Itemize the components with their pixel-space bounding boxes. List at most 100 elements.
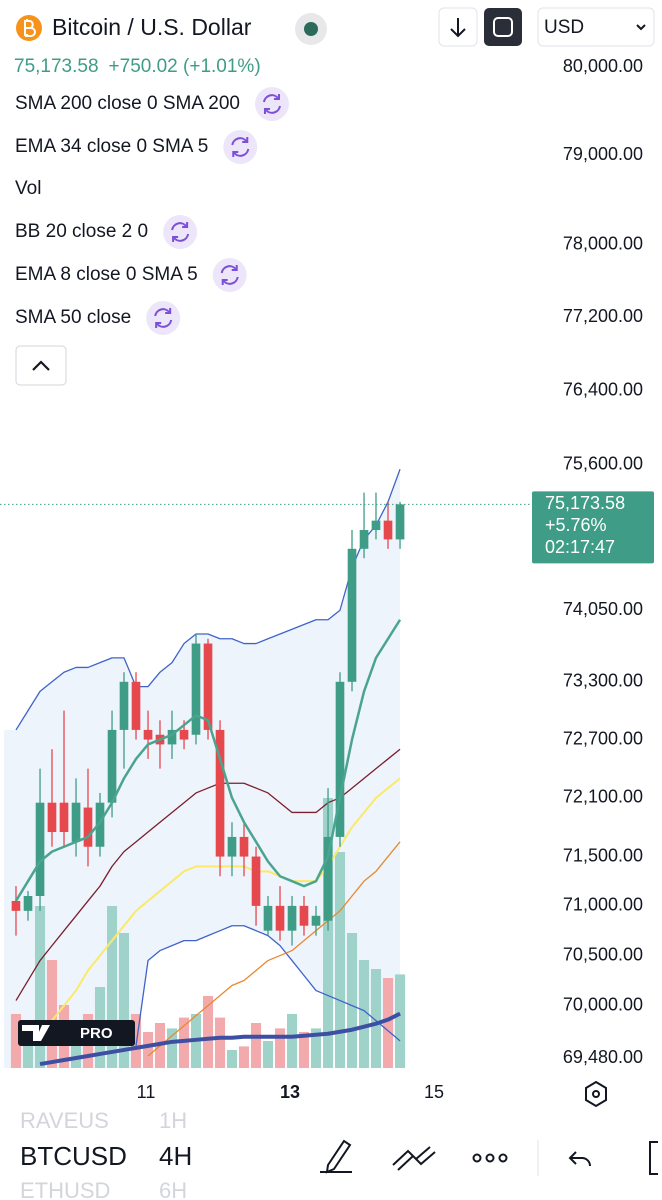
last-price: 75,173.58 — [14, 56, 99, 77]
candle-body — [167, 729, 177, 745]
collapse-icon — [32, 360, 50, 371]
refresh-bg — [163, 215, 198, 249]
y-tick-label: 71,000.00 — [563, 895, 643, 915]
refresh-button[interactable] — [212, 258, 247, 292]
symbol-title: Bitcoin / U.S. Dollar — [52, 14, 252, 40]
volume-bar — [202, 996, 214, 1068]
interval: 6H — [159, 1178, 187, 1200]
y-tick-label: 72,100.00 — [563, 787, 643, 807]
indicator-label: EMA 8 close 0 SMA 5 — [15, 264, 198, 285]
x-tick-label: 11 — [137, 1082, 156, 1102]
axes: 80,000.00 79,000.00 78,000.00 77,200.00 76,4… — [0, 56, 654, 1102]
volume-bar — [250, 1023, 262, 1068]
candle-body — [131, 681, 141, 730]
settings-icon[interactable] — [585, 1080, 607, 1108]
undo-icon[interactable] — [568, 1151, 591, 1167]
bitcoin-icon — [16, 15, 42, 41]
candle-body — [35, 802, 45, 896]
tv-logo: PRO — [18, 1020, 135, 1046]
currency-select[interactable] — [537, 7, 655, 47]
refresh-icon — [154, 308, 173, 328]
indicator-label: SMA 50 close — [15, 307, 131, 328]
y-tick-label: 74,050.00 — [563, 599, 643, 619]
refresh-bg — [146, 301, 181, 335]
candle-body — [395, 504, 405, 540]
candle-body — [311, 915, 321, 926]
volume-bar — [370, 969, 382, 1068]
indicator-label: BB 20 close 2 0 — [15, 221, 148, 242]
symbol: ETHUSD — [20, 1178, 110, 1200]
candle-body — [227, 836, 237, 857]
symbol: BTCUSD — [20, 1141, 127, 1171]
candle-body — [47, 802, 57, 833]
volume-bar — [118, 933, 130, 1068]
refresh-bg — [212, 258, 247, 292]
y-tick-label: 80,000.00 — [563, 56, 643, 76]
y-tick-label: 69,480.00 — [563, 1047, 643, 1067]
price-label-countdown: 02:17:47 — [545, 537, 615, 557]
refresh-button[interactable] — [163, 215, 198, 249]
collapse-button[interactable] — [15, 345, 67, 386]
interval: 1H — [159, 1108, 187, 1133]
volume-bar — [274, 1028, 286, 1068]
volume-bar — [214, 1017, 226, 1068]
y-tick-label: 77,200.00 — [563, 306, 643, 326]
candle-body — [179, 729, 189, 740]
refresh-button[interactable] — [146, 301, 181, 335]
volume-bar — [46, 960, 58, 1068]
volume-bar — [298, 1032, 310, 1068]
refresh-button[interactable] — [254, 87, 289, 121]
y-tick-label: 72,700.00 — [563, 728, 643, 748]
volume-bar — [238, 1046, 250, 1068]
bottom-bar — [0, 1110, 662, 1200]
symbol: RAVEUS — [20, 1108, 109, 1133]
candle-body — [335, 681, 345, 837]
volume-bar — [394, 974, 406, 1068]
toolbar-icons — [320, 1139, 658, 1176]
volume-bar — [106, 906, 118, 1068]
indicator-label: SMA 200 close 0 SMA 200 — [15, 93, 240, 114]
volume-bar — [226, 1050, 238, 1068]
refresh-icon — [171, 222, 190, 242]
x-tick-label: 13 — [280, 1082, 300, 1102]
symbol-picker[interactable]: RAVEUS 1H BTCUSD 4H ETHUSD 6H — [20, 1108, 192, 1200]
candle-body — [107, 729, 117, 803]
draw-icon[interactable] — [320, 1139, 352, 1174]
refresh-bg — [254, 87, 289, 121]
interval: 4H — [159, 1141, 192, 1171]
refresh-button[interactable] — [223, 130, 258, 164]
y-tick-label: 70,000.00 — [563, 994, 643, 1014]
lines-icon[interactable] — [392, 1146, 436, 1171]
bracket-icon[interactable] — [649, 1141, 658, 1175]
candle-body — [239, 836, 249, 857]
volume-bar — [310, 1028, 322, 1068]
indicator-line — [39, 1011, 401, 1067]
y-tick-label: 79,000.00 — [563, 144, 643, 164]
volume-bar — [358, 960, 370, 1068]
candle-body — [251, 856, 261, 906]
volume-bar — [334, 852, 346, 1068]
more-icon[interactable] — [472, 1153, 508, 1163]
candle-body — [359, 530, 369, 549]
candle-body — [83, 807, 93, 847]
volume-bar — [382, 978, 394, 1068]
settings-icon-dot — [592, 1090, 600, 1098]
price-label-price: 75,173.58 — [545, 493, 625, 513]
candle-body — [287, 905, 297, 931]
candle-body — [119, 681, 129, 730]
volume-bar — [142, 1032, 154, 1068]
fullscreen-button[interactable] — [484, 8, 522, 46]
plot-area — [3, 469, 406, 1068]
price-label-bg — [532, 491, 654, 564]
candle-body — [191, 643, 201, 735]
indicator-list: SMA 200 close 0 SMA 200 EMA 34 close 0 SM… — [15, 87, 289, 335]
volume-bar — [322, 798, 334, 1068]
candle-body — [323, 836, 333, 921]
volume-bar — [22, 1032, 34, 1068]
refresh-icon — [231, 137, 250, 157]
candle-body — [95, 802, 105, 847]
candle-body — [143, 729, 153, 740]
y-tick-label: 70,500.00 — [563, 944, 643, 964]
currency: USD — [544, 17, 584, 38]
